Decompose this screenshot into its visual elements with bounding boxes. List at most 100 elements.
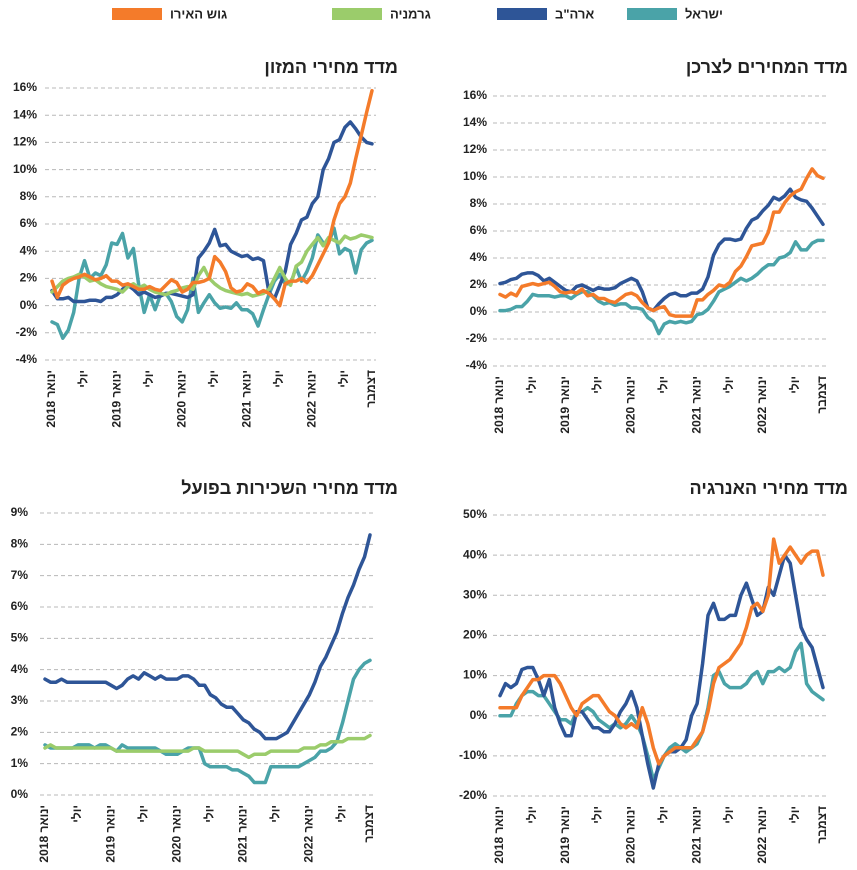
- chart-title: מדד מחירי המזון: [264, 57, 398, 77]
- series-line: [43, 733, 372, 760]
- x-tick-label: יולי: [722, 376, 736, 394]
- y-tick-label: 7%: [11, 568, 29, 582]
- series-line: [50, 120, 374, 304]
- y-tick-label: 0%: [20, 298, 38, 312]
- x-tick-label: ינואר 2021: [689, 376, 703, 434]
- x-tick-label: ינואר 2019: [103, 805, 117, 863]
- x-tick-label: יולי: [722, 806, 736, 824]
- y-tick-label: -2%: [466, 331, 488, 345]
- x-tick-label: ינואר 2018: [492, 376, 506, 434]
- x-tick-label: דצמבר: [815, 376, 829, 414]
- y-tick-label: 10%: [463, 169, 487, 183]
- x-tick-label: דצמבר: [815, 806, 829, 844]
- y-tick-label: 2%: [11, 725, 29, 739]
- y-tick-label: 10%: [463, 668, 487, 682]
- y-tick-label: -4%: [466, 358, 488, 372]
- legend-label: ארה"ב: [555, 6, 594, 21]
- y-tick-label: 16%: [463, 88, 487, 102]
- series-line: [498, 238, 825, 336]
- series-line: [50, 233, 374, 298]
- x-tick-label: יולי: [525, 376, 539, 394]
- x-tick-label: יולי: [70, 805, 84, 823]
- y-tick-label: -4%: [16, 352, 38, 366]
- x-tick-label: ינואר 2021: [689, 806, 703, 864]
- x-tick-label: ינואר 2018: [44, 370, 58, 428]
- x-tick-label: דצמבר: [364, 370, 378, 408]
- y-tick-label: 2%: [20, 271, 38, 285]
- chart-title: מדד מחירי האנרגיה: [690, 478, 848, 498]
- x-tick-label: יולי: [788, 376, 802, 394]
- x-tick-label: יולי: [136, 805, 150, 823]
- y-tick-label: 40%: [463, 547, 487, 561]
- series-line: [43, 533, 372, 741]
- y-tick-label: 8%: [11, 537, 29, 551]
- x-tick-label: יולי: [788, 806, 802, 824]
- chart-panel: מדד מחירי המזון -4% -2% 0% 2% 4% 6% 8% 10% 12% 14%…: [13, 57, 398, 428]
- x-tick-label: ינואר 2020: [174, 370, 188, 428]
- y-tick-label: 12%: [463, 142, 487, 156]
- legend-label: ישראל: [685, 6, 723, 21]
- x-tick-label: ינואר 2019: [558, 806, 572, 864]
- y-tick-label: 14%: [463, 115, 487, 129]
- y-tick-label: 1%: [11, 756, 29, 770]
- x-tick-label: ינואר 2021: [235, 805, 249, 863]
- y-tick-label: 0%: [11, 787, 29, 801]
- x-tick-label: ינואר 2019: [558, 376, 572, 434]
- x-tick-label: ינואר 2022: [755, 376, 769, 434]
- y-tick-label: 12%: [13, 135, 37, 149]
- y-tick-label: 5%: [11, 631, 29, 645]
- y-tick-label: 4%: [20, 243, 38, 257]
- series-line: [50, 88, 374, 308]
- x-tick-label: יולי: [656, 806, 670, 824]
- chart-title: מדד מחירי השכירות בפועל: [181, 478, 398, 498]
- x-tick-label: ינואר 2022: [305, 370, 319, 428]
- y-tick-label: 2%: [470, 277, 488, 291]
- y-tick-label: 16%: [13, 80, 37, 94]
- x-tick-label: יולי: [202, 805, 216, 823]
- chart-panel: מדד מחירי השכירות בפועל 0% 1% 2% 3% 4% 5% 6% 7% 8…: [11, 478, 398, 863]
- y-tick-label: 0%: [470, 304, 488, 318]
- x-tick-label: ינואר 2018: [37, 805, 51, 863]
- x-tick-label: ינואר 2020: [624, 806, 638, 864]
- x-tick-label: יולי: [272, 370, 286, 388]
- x-tick-label: יולי: [207, 370, 221, 388]
- x-tick-label: יולי: [142, 370, 156, 388]
- series-line: [498, 167, 825, 318]
- y-tick-label: 6%: [470, 223, 488, 237]
- series-line: [498, 187, 825, 313]
- x-tick-label: יולי: [269, 805, 283, 823]
- chart-title: מדד המחירים לצרכן: [686, 57, 848, 77]
- x-tick-label: יולי: [591, 806, 605, 824]
- x-tick-label: יולי: [335, 805, 349, 823]
- x-tick-label: ינואר 2020: [624, 376, 638, 434]
- y-tick-label: 4%: [11, 662, 29, 676]
- x-tick-label: ינואר 2018: [492, 806, 506, 864]
- y-tick-label: -10%: [459, 748, 487, 762]
- x-tick-label: ינואר 2021: [239, 370, 253, 428]
- x-tick-label: יולי: [525, 806, 539, 824]
- y-tick-label: 14%: [13, 107, 37, 121]
- x-tick-label: יולי: [337, 370, 351, 388]
- x-tick-label: ינואר 2019: [109, 370, 123, 428]
- y-tick-label: 8%: [470, 196, 488, 210]
- y-tick-label: 50%: [463, 507, 487, 521]
- y-tick-label: 30%: [463, 587, 487, 601]
- x-tick-label: דצמבר: [362, 805, 376, 843]
- x-tick-label: ינואר 2022: [302, 805, 316, 863]
- chart-panel: מדד המחירים לצרכן -4% -2% 0% 2% 4% 6% 8% 10% 12% 1…: [463, 57, 848, 434]
- y-tick-label: 6%: [11, 599, 29, 613]
- x-tick-label: יולי: [656, 376, 670, 394]
- y-tick-label: 4%: [470, 250, 488, 264]
- chart-panel: מדד מחירי האנרגיה -20% -10% 0% 10% 20% 30% 40% 5…: [459, 478, 848, 864]
- legend-swatch: [112, 8, 162, 20]
- y-tick-label: 6%: [20, 216, 38, 230]
- legend-swatch: [627, 8, 677, 20]
- legend-swatch: [497, 8, 547, 20]
- x-tick-label: ינואר 2022: [755, 806, 769, 864]
- y-tick-label: 3%: [11, 693, 29, 707]
- series-line: [43, 658, 372, 785]
- y-tick-label: 10%: [13, 162, 37, 176]
- x-tick-label: יולי: [77, 370, 91, 388]
- y-tick-label: 20%: [463, 628, 487, 642]
- y-tick-label: 0%: [470, 708, 488, 722]
